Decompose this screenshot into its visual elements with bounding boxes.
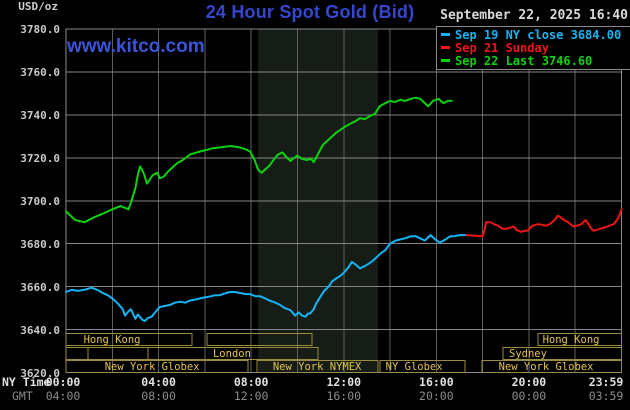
x-tick-ny: 04:00 bbox=[141, 375, 176, 389]
ny-time-axis-label: NY Time bbox=[2, 375, 51, 389]
gmt-axis-label: GMT bbox=[12, 389, 33, 403]
legend-label: Sep 19 NY close 3684.00 bbox=[455, 27, 622, 42]
legend-label: Sep 22 Last 3746.60 bbox=[455, 53, 593, 68]
session-box-ny-globex bbox=[379, 360, 466, 373]
session-box-new-york-nymex bbox=[256, 360, 379, 373]
series-sep-19-ny-close bbox=[65, 234, 468, 322]
y-tick-label: 3740.0 bbox=[20, 108, 60, 122]
legend: Sep 19 NY close 3684.00 Sep 21 Sunday Se… bbox=[436, 26, 630, 70]
session-box-unlabeled bbox=[206, 333, 313, 346]
session-label-london: London bbox=[213, 348, 251, 360]
x-tick-ny: 20:00 bbox=[511, 375, 547, 389]
y-tick-label: 3780.0 bbox=[20, 23, 60, 36]
x-tick-gmt: 20:00 bbox=[419, 389, 454, 403]
kitco-watermark-link[interactable]: www.kitco.com bbox=[67, 36, 205, 57]
x-tick-gmt: 00:00 bbox=[511, 389, 547, 403]
y-tick-label: 3720.0 bbox=[20, 151, 60, 165]
x-tick-gmt: 08:00 bbox=[141, 389, 176, 403]
legend-item-sep19: Sep 19 NY close 3684.00 bbox=[441, 27, 630, 42]
unit-label: USD/oz bbox=[18, 0, 58, 13]
x-tick-ny: 23:59 bbox=[588, 375, 624, 389]
series-sep-22-last bbox=[65, 96, 453, 224]
session-label-ny-globex: NY Globex bbox=[386, 361, 443, 373]
legend-item-sep21: Sep 21 Sunday bbox=[441, 40, 630, 55]
y-tick-label: 3760.0 bbox=[20, 65, 60, 79]
x-tick-gmt: 16:00 bbox=[326, 389, 362, 403]
y-tick-label: 3640.0 bbox=[20, 323, 60, 337]
x-tick-ny: 00:00 bbox=[45, 375, 81, 389]
session-box-unlabeled bbox=[65, 347, 89, 360]
session-box-new-york-globex bbox=[481, 360, 623, 373]
legend-label: Sep 21 Sunday bbox=[455, 40, 549, 55]
x-tick-gmt: 12:00 bbox=[233, 389, 269, 403]
session-box-new-york-globex bbox=[65, 360, 249, 373]
session-box-london bbox=[147, 347, 319, 360]
series-sep-21-sunday bbox=[465, 208, 623, 238]
x-tick-ny: 12:00 bbox=[326, 375, 362, 389]
session-label-new-york-nymex: New York NYMEX bbox=[273, 361, 362, 373]
legend-dash-icon bbox=[441, 33, 450, 36]
datetime-label: September 22, 2025 16:40 bbox=[440, 8, 628, 23]
y-tick-label: 3620.0 bbox=[20, 366, 60, 380]
x-tick-gmt: 03:59 bbox=[588, 389, 624, 403]
x-tick-ny: 08:00 bbox=[233, 375, 269, 389]
session-box-sydney bbox=[502, 347, 623, 360]
legend-dash-icon bbox=[441, 46, 450, 49]
x-tick-gmt: 04:00 bbox=[45, 389, 81, 403]
y-tick-label: 3680.0 bbox=[20, 237, 60, 251]
session-box-hong-kong bbox=[537, 333, 622, 346]
y-tick-label: 3700.0 bbox=[20, 194, 60, 208]
y-tick-label: 3660.0 bbox=[20, 280, 60, 294]
legend-dash-icon bbox=[441, 59, 450, 62]
session-label-new-york-globex: New York Globex bbox=[105, 361, 200, 373]
legend-item-sep22: Sep 22 Last 3746.60 bbox=[441, 53, 630, 68]
session-label-hong-kong: Hong Kong bbox=[543, 334, 600, 346]
session-label-sydney: Sydney bbox=[509, 348, 547, 360]
session-label-hong-kong: Hong Kong bbox=[84, 334, 141, 346]
session-box-hong-kong bbox=[65, 333, 193, 346]
page-title: 24 Hour Spot Gold (Bid) bbox=[205, 2, 415, 22]
session-label-new-york-globex: New York Globex bbox=[499, 361, 594, 373]
session-box-unlabeled bbox=[87, 347, 149, 360]
x-tick-ny: 16:00 bbox=[419, 375, 454, 389]
